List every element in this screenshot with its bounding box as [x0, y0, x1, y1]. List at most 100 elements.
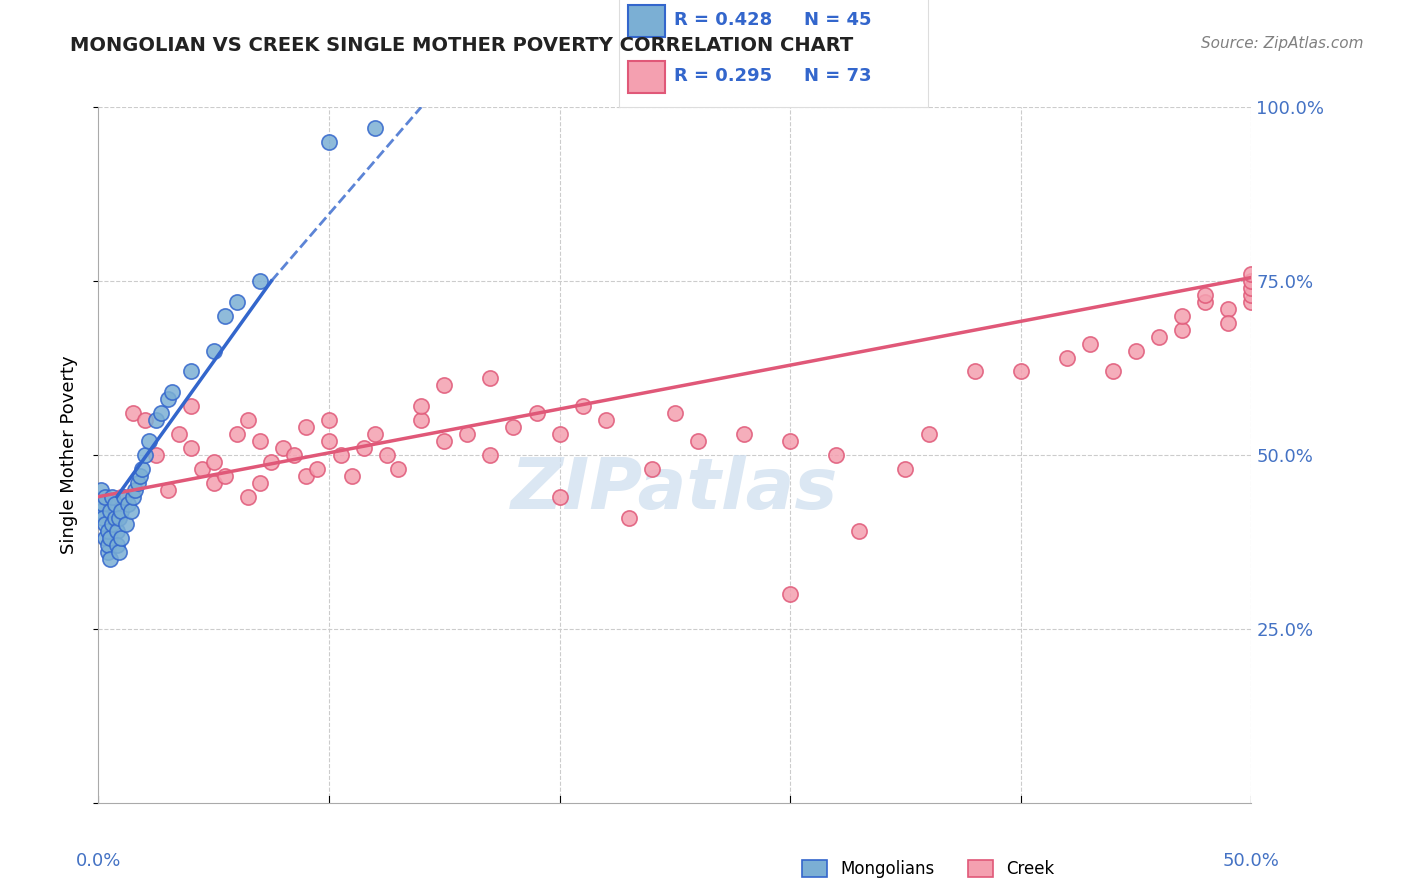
Point — [91, 510, 114, 524]
Point — [94, 490, 117, 504]
Point — [307, 462, 329, 476]
Point — [122, 406, 145, 420]
Point — [571, 399, 593, 413]
Point — [641, 462, 664, 476]
Point — [825, 448, 848, 462]
Point — [98, 552, 121, 566]
Point — [117, 497, 139, 511]
Point — [1010, 364, 1032, 378]
Point — [318, 413, 340, 427]
Text: Source: ZipAtlas.com: Source: ZipAtlas.com — [1201, 36, 1364, 51]
Point — [97, 545, 120, 559]
Point — [238, 413, 260, 427]
Point — [98, 532, 121, 546]
Point — [249, 434, 271, 448]
Point — [340, 468, 363, 483]
Point — [97, 524, 120, 539]
Point — [1125, 343, 1147, 358]
Text: R = 0.295: R = 0.295 — [675, 67, 772, 85]
Point — [387, 462, 409, 476]
Text: ZIPatlas: ZIPatlas — [512, 455, 838, 524]
Point — [353, 441, 375, 455]
Point — [260, 455, 283, 469]
Point — [191, 462, 214, 476]
Point — [98, 503, 121, 517]
Point — [411, 399, 433, 413]
Point — [1240, 294, 1263, 309]
Text: MONGOLIAN VS CREEK SINGLE MOTHER POVERTY CORRELATION CHART: MONGOLIAN VS CREEK SINGLE MOTHER POVERTY… — [70, 36, 853, 54]
Point — [1078, 336, 1101, 351]
Point — [103, 497, 125, 511]
Point — [202, 475, 225, 490]
Point — [548, 427, 571, 442]
Point — [1171, 309, 1194, 323]
Point — [318, 135, 340, 149]
Point — [115, 517, 138, 532]
Point — [101, 517, 124, 532]
Point — [214, 309, 236, 323]
Point — [180, 441, 202, 455]
Point — [1056, 351, 1078, 365]
Point — [1218, 301, 1240, 316]
Point — [122, 490, 145, 504]
Point — [145, 413, 167, 427]
Point — [101, 490, 124, 504]
Point — [433, 434, 456, 448]
Point — [595, 413, 617, 427]
Point — [1240, 267, 1263, 281]
Point — [120, 503, 142, 517]
Point — [479, 448, 502, 462]
Point — [963, 364, 986, 378]
Point — [110, 490, 132, 504]
Point — [664, 406, 686, 420]
Point — [779, 587, 801, 601]
Point — [108, 545, 131, 559]
Point — [283, 448, 305, 462]
Y-axis label: Single Mother Poverty: Single Mother Poverty — [59, 356, 77, 554]
Point — [249, 475, 271, 490]
Point — [138, 434, 160, 448]
Point — [364, 120, 387, 135]
Legend: Mongolians, Creek: Mongolians, Creek — [796, 854, 1062, 885]
FancyBboxPatch shape — [628, 61, 665, 93]
Point — [145, 448, 167, 462]
Text: N = 45: N = 45 — [804, 11, 872, 29]
Point — [295, 420, 318, 434]
Point — [134, 448, 156, 462]
Point — [526, 406, 548, 420]
Point — [238, 490, 260, 504]
Point — [202, 455, 225, 469]
Point — [167, 427, 190, 442]
Point — [502, 420, 524, 434]
Point — [917, 427, 939, 442]
Point — [160, 385, 183, 400]
Point — [110, 503, 132, 517]
Point — [214, 468, 236, 483]
Point — [1240, 281, 1263, 295]
Point — [202, 343, 225, 358]
Point — [848, 524, 870, 539]
Point — [318, 434, 340, 448]
Point — [94, 517, 117, 532]
Point — [733, 427, 755, 442]
Point — [105, 524, 128, 539]
FancyBboxPatch shape — [628, 5, 665, 37]
Point — [134, 413, 156, 427]
Point — [225, 294, 247, 309]
Point — [329, 448, 352, 462]
Point — [1171, 323, 1194, 337]
Point — [105, 538, 128, 552]
Point — [108, 510, 131, 524]
Point — [1194, 288, 1216, 302]
Point — [617, 510, 640, 524]
Point — [91, 497, 114, 511]
Point — [112, 490, 135, 504]
Point — [894, 462, 917, 476]
Point — [127, 475, 149, 490]
Text: 0.0%: 0.0% — [76, 852, 121, 870]
Point — [1218, 316, 1240, 330]
Point — [110, 532, 132, 546]
Point — [94, 532, 117, 546]
Point — [1102, 364, 1125, 378]
Point — [295, 468, 318, 483]
